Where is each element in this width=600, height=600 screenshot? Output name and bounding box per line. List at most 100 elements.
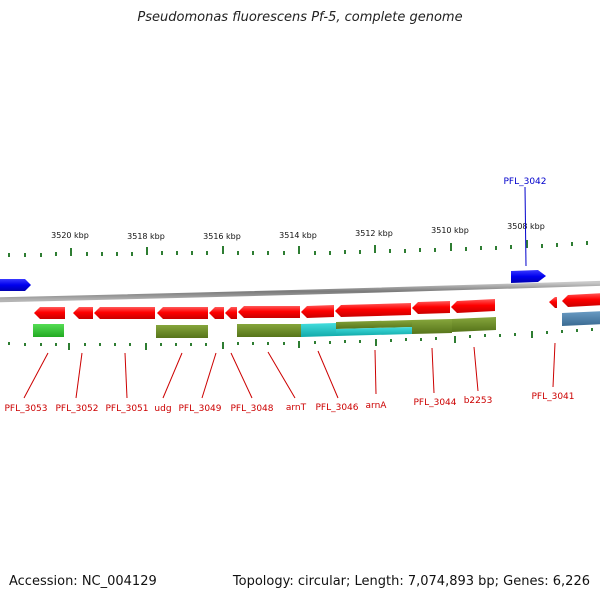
feature-block[interactable] — [301, 323, 336, 337]
tick — [116, 252, 118, 256]
gene-label-pfl-3051[interactable]: PFL_3051 — [105, 404, 148, 414]
major-tick — [531, 331, 533, 338]
major-tick — [526, 240, 528, 248]
gene-label-leader — [267, 351, 296, 399]
forward-gene-pfl-3042[interactable] — [511, 270, 546, 283]
reverse-gene-pfl-3052[interactable] — [73, 307, 93, 319]
tick — [190, 343, 192, 346]
feature-block[interactable] — [452, 317, 496, 332]
kbp-label: 3510 kbp — [431, 226, 469, 235]
feature-block[interactable] — [237, 324, 301, 337]
reverse-gene-arna[interactable] — [335, 303, 411, 317]
reverse-gene[interactable] — [549, 297, 557, 308]
major-tick — [70, 248, 72, 256]
tick — [329, 341, 331, 344]
gene-label-b2253[interactable]: b2253 — [464, 396, 493, 406]
forward-gene[interactable] — [0, 279, 31, 291]
gene-label-pfl-3048[interactable]: PFL_3048 — [230, 404, 273, 414]
tick — [404, 249, 406, 253]
major-tick — [68, 343, 70, 350]
tick — [8, 253, 10, 257]
reverse-gene-pfl-3051[interactable] — [94, 307, 155, 319]
major-tick — [222, 342, 224, 349]
tick — [114, 343, 116, 346]
reverse-gene-pfl-3053[interactable] — [34, 307, 65, 319]
tick — [237, 251, 239, 255]
map-title: Pseudomonas fluorescens Pf-5, complete g… — [137, 10, 463, 25]
gene-label-pfl-3044[interactable]: PFL_3044 — [413, 398, 456, 408]
gene-label-leader — [524, 186, 527, 267]
kbp-label: 3516 kbp — [203, 232, 241, 241]
gene-label-pfl-3052[interactable]: PFL_3052 — [55, 404, 98, 414]
gene-label-leader — [552, 342, 556, 388]
gene-label-udg[interactable]: udg — [154, 404, 171, 414]
tick — [499, 334, 501, 337]
genome-backbone — [0, 280, 600, 303]
tick — [405, 338, 407, 341]
kbp-label: 3518 kbp — [127, 232, 165, 241]
forward-strand-genes — [0, 270, 546, 291]
reverse-gene-udg[interactable] — [157, 307, 208, 319]
tick — [129, 343, 131, 346]
gene-label-pfl-3041[interactable]: PFL_3041 — [531, 392, 574, 402]
feature-block[interactable] — [33, 324, 64, 337]
feature-block[interactable] — [562, 311, 600, 326]
gene-label-leader — [23, 352, 49, 399]
tick — [571, 242, 573, 246]
gene-label-leader — [75, 352, 83, 399]
gene-label-arnt[interactable]: arnT — [286, 403, 307, 413]
kbp-label: 3520 kbp — [51, 231, 89, 240]
tick — [84, 343, 86, 346]
topology-text: Topology: circular; Length: 7,074,893 bp… — [232, 574, 590, 589]
gene-label-leader — [162, 352, 183, 399]
tick — [561, 330, 563, 333]
gene-label-pfl-3046[interactable]: PFL_3046 — [315, 403, 358, 413]
major-tick — [450, 243, 452, 251]
feature-block[interactable] — [336, 327, 412, 336]
outer-tick-ring — [8, 240, 588, 257]
gene-label-pfl-3049[interactable]: PFL_3049 — [178, 404, 221, 414]
gene-label-leaders — [23, 342, 556, 399]
reverse-gene-b2253[interactable] — [451, 299, 495, 313]
tick — [329, 251, 331, 255]
reverse-gene-pfl-3048[interactable] — [225, 307, 237, 319]
feature-block[interactable] — [156, 325, 208, 338]
tick — [484, 334, 486, 337]
tick — [267, 342, 269, 345]
gene-label-arna[interactable]: arnA — [366, 401, 388, 411]
kbp-label: 3514 kbp — [279, 231, 317, 240]
major-tick — [298, 246, 300, 254]
tick — [591, 328, 593, 331]
tick — [191, 251, 193, 255]
reverse-gene-arnt[interactable] — [238, 306, 300, 318]
tick — [435, 337, 437, 340]
reverse-gene-pfl-3041[interactable] — [562, 293, 600, 307]
major-tick — [145, 343, 147, 350]
tick — [586, 241, 588, 245]
reverse-gene-pfl-3046[interactable] — [301, 305, 334, 318]
tick — [283, 342, 285, 345]
feature-block[interactable] — [336, 320, 412, 329]
major-tick — [146, 247, 148, 255]
inner-tick-ring — [8, 328, 593, 350]
tick — [40, 343, 42, 346]
gene-label-pfl-3053[interactable]: PFL_3053 — [4, 404, 47, 414]
tick — [469, 335, 471, 338]
tick — [510, 245, 512, 249]
tick — [389, 249, 391, 253]
reverse-gene-pfl-3044[interactable] — [412, 301, 450, 314]
tick — [344, 340, 346, 343]
feature-block[interactable] — [412, 319, 452, 334]
tick — [8, 342, 10, 345]
reverse-strand-genes — [34, 293, 600, 319]
tick — [314, 341, 316, 344]
tick — [206, 251, 208, 255]
gene-label-leader — [473, 346, 479, 392]
tick — [99, 343, 101, 346]
tick — [252, 251, 254, 255]
tick — [556, 243, 558, 247]
gene-label-pfl-3042[interactable]: PFL_3042 — [503, 177, 546, 187]
tick — [55, 343, 57, 346]
reverse-gene-pfl-3049[interactable] — [209, 307, 224, 319]
tick — [359, 250, 361, 254]
